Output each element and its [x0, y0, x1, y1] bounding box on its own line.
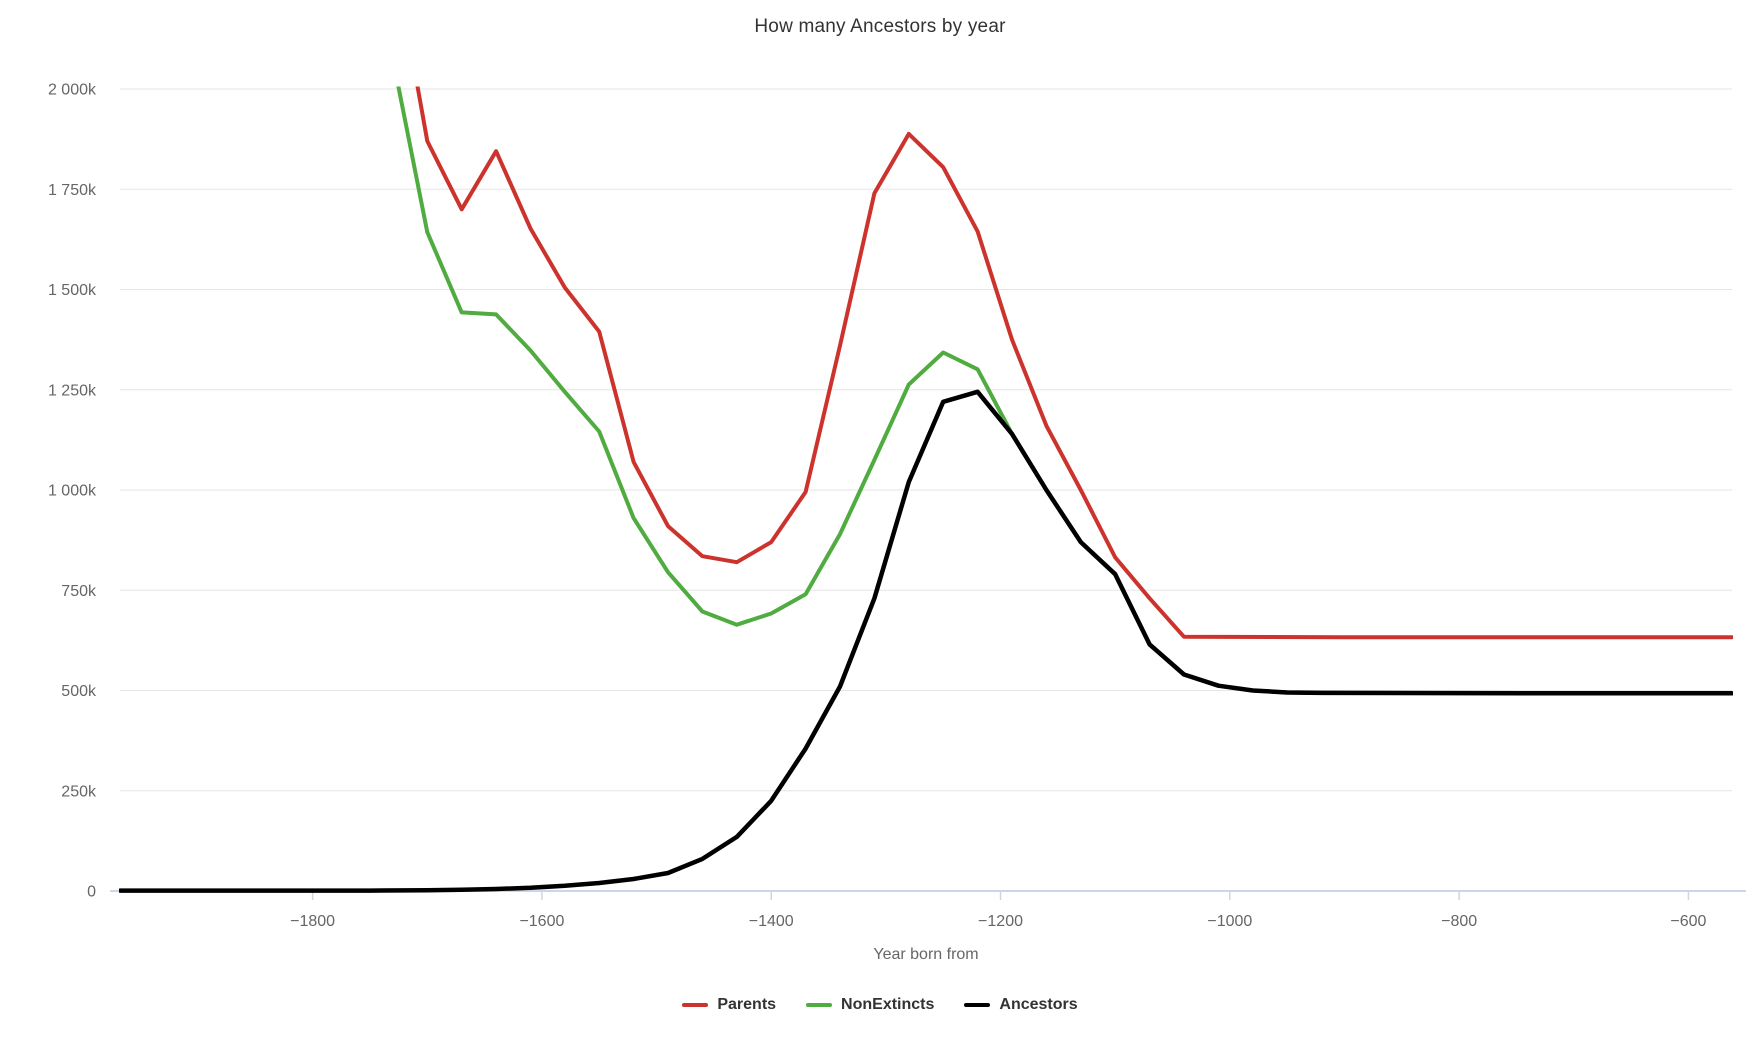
- x-axis-tick-label: −1600: [519, 913, 564, 930]
- legend-item-nonextincts[interactable]: NonExtincts: [806, 996, 934, 1014]
- legend-label-ancestors: Ancestors: [999, 996, 1078, 1013]
- x-axis-tick-label: −1200: [978, 913, 1023, 930]
- y-axis-tick-label: 250k: [61, 783, 97, 800]
- series-line-parents: [415, 86, 1733, 640]
- legend-label-parents: Parents: [717, 996, 777, 1013]
- x-axis-tick-label: −1400: [749, 913, 794, 930]
- y-axis-tick-label: 500k: [61, 683, 97, 700]
- y-axis-tick-label: 2 000k: [48, 82, 97, 99]
- y-axis-tick-label: 1 750k: [48, 182, 97, 199]
- x-axis-tick-label: −800: [1441, 913, 1477, 930]
- y-axis-tick-label: 1 250k: [48, 382, 97, 399]
- series-line-ancestors: [119, 389, 1733, 893]
- y-axis-tick-label: 750k: [61, 583, 97, 600]
- legend-item-ancestors[interactable]: Ancestors: [964, 996, 1078, 1014]
- x-axis-title: Year born from: [873, 946, 979, 963]
- x-axis-tick-label: −1000: [1207, 913, 1252, 930]
- y-axis-tick-label: 1 000k: [48, 483, 97, 500]
- series-line-nonextincts: [396, 86, 1733, 696]
- chart-title: How many Ancestors by year: [754, 16, 1006, 37]
- legend-item-parents[interactable]: Parents: [682, 996, 776, 1014]
- nonextincts-line-swatch-icon: [806, 1003, 833, 1007]
- parents-line-swatch-icon: [682, 1003, 709, 1007]
- y-axis-tick-label: 1 500k: [48, 282, 97, 299]
- legend-label-nonextincts: NonExtincts: [841, 996, 935, 1013]
- x-axis-tick-label: −1800: [290, 913, 335, 930]
- x-axis-tick-label: −600: [1670, 913, 1706, 930]
- legend: Parents NonExtincts Ancestors: [0, 996, 1760, 1014]
- y-axis-tick-label: 0: [87, 884, 96, 901]
- ancestors-line-swatch-icon: [964, 1003, 991, 1007]
